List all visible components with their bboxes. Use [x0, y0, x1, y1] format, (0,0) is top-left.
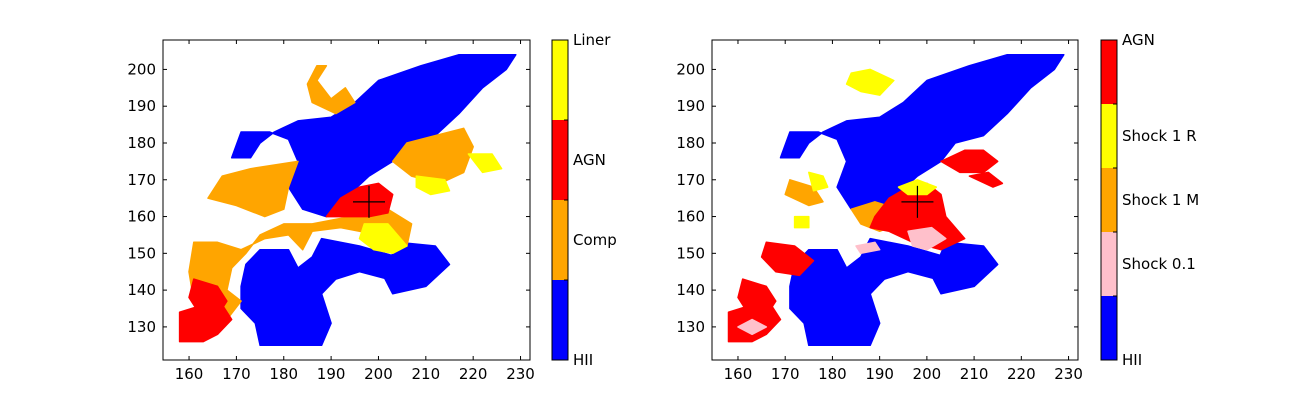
region-comp-1: [207, 160, 299, 218]
x-tick-label-180: 180: [818, 365, 847, 383]
region-hii-2: [789, 237, 947, 347]
y-tick-label-140: 140: [127, 281, 156, 299]
region-liner-1: [358, 223, 408, 255]
y-tick-label-160: 160: [676, 208, 705, 226]
y-tick-label-170: 170: [127, 171, 156, 189]
x-tick-label-210: 210: [960, 365, 989, 383]
colorbar-agn: [1101, 40, 1117, 104]
y-tick-label-200: 200: [676, 60, 705, 78]
y-tick-label-200: 200: [127, 60, 156, 78]
y-tick-label-180: 180: [127, 134, 156, 152]
region-comp-4: [306, 64, 356, 115]
plot-frame-2: [711, 39, 1079, 361]
x-tick-label-230: 230: [1054, 365, 1083, 383]
y-tick-label-130: 130: [127, 318, 156, 336]
colorbar-label-comp: Comp: [573, 231, 617, 249]
colorbar-hii: [1101, 296, 1117, 360]
region-agn-6: [968, 171, 1004, 188]
y-tick-label-160: 160: [127, 208, 156, 226]
panel-1: 160 170 180 190 200 210 220 230 130 140 150 160 170 1…: [127, 31, 616, 383]
colorbar-liner: [552, 40, 568, 120]
x-tick-label-230: 230: [506, 365, 535, 383]
region-shock-1-r-4: [793, 215, 810, 229]
region-shock-0-1-1: [907, 226, 947, 251]
y-tick-label-150: 150: [127, 244, 156, 262]
colorbar-label-hii: HII: [1122, 351, 1142, 369]
region-shock-1-r-3: [808, 171, 829, 192]
colorbar-shock-1-r: [1101, 104, 1117, 168]
x-tick-label-190: 190: [865, 365, 894, 383]
x-tick-label-200: 200: [364, 365, 393, 383]
region-map-2: [727, 53, 1065, 347]
panel-2: 160 170 180 190 200 210 220 230 130 140 150 160 170 1…: [676, 31, 1199, 383]
region-agn-1: [325, 182, 394, 218]
x-tick-label-200: 200: [913, 365, 942, 383]
x-tick-label-220: 220: [459, 365, 488, 383]
colorbar-agn: [552, 120, 568, 200]
region-agn-4: [760, 241, 815, 277]
x-tick-label-170: 170: [222, 365, 251, 383]
y-tick-label-190: 190: [676, 97, 705, 115]
region-hii-2: [240, 237, 399, 347]
colorbar-shock-1-m: [1101, 168, 1117, 232]
colorbar-label-shock-0-1: Shock 0.1: [1122, 255, 1196, 273]
region-shock-0-1-3: [855, 241, 881, 255]
region-shock-1-r-1: [845, 68, 895, 96]
colorbar-frame-2: [1100, 39, 1118, 361]
region-agn-5: [940, 149, 999, 174]
y-tick-label-140: 140: [676, 281, 705, 299]
plot-frame-1: [162, 39, 531, 361]
y-tick-label-150: 150: [676, 244, 705, 262]
region-hii-3: [930, 241, 999, 295]
y-tick-label-170: 170: [676, 171, 705, 189]
x-tick-label-180: 180: [269, 365, 298, 383]
x-tick-label-190: 190: [317, 365, 346, 383]
colorbar-label-agn: AGN: [1122, 31, 1155, 49]
y-tick-label-180: 180: [676, 134, 705, 152]
colorbar-label-liner: Liner: [573, 31, 611, 49]
x-tick-label-210: 210: [411, 365, 440, 383]
colorbar-label-shock-1-m: Shock 1 M: [1122, 191, 1199, 209]
x-tick-label-160: 160: [724, 365, 753, 383]
y-tick-label-130: 130: [676, 318, 705, 336]
colorbar-label-hii: HII: [573, 351, 593, 369]
region-liner-3: [467, 153, 503, 174]
colorbar-shock-0-1: [1101, 232, 1117, 296]
x-tick-label-160: 160: [175, 365, 204, 383]
x-tick-label-170: 170: [771, 365, 800, 383]
region-hii-1: [779, 53, 1065, 218]
region-liner-2: [415, 175, 451, 196]
region-shock-0-1-2: [737, 318, 768, 336]
y-tick-label-190: 190: [127, 97, 156, 115]
colorbar-comp: [552, 200, 568, 280]
colorbar-hii: [552, 280, 568, 360]
colorbar-label-agn: AGN: [573, 151, 606, 169]
x-tick-label-220: 220: [1007, 365, 1036, 383]
region-agn-3: [188, 278, 228, 317]
colorbar-label-shock-1-r: Shock 1 R: [1122, 127, 1197, 145]
region-hii-3: [382, 241, 451, 295]
region-shock-1-m-2: [784, 179, 824, 207]
region-map-1: [178, 53, 517, 347]
region-agn-3: [737, 278, 777, 317]
